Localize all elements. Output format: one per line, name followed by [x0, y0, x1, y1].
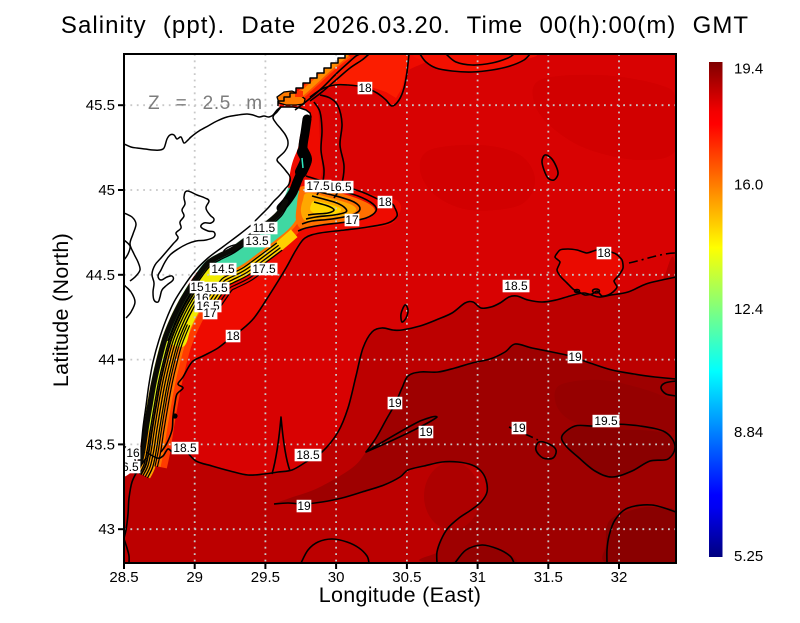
svg-text:16.5: 16.5 [115, 460, 139, 474]
svg-text:5.25: 5.25 [734, 548, 763, 565]
svg-text:32: 32 [611, 569, 628, 586]
svg-text:19: 19 [568, 350, 582, 364]
svg-text:17: 17 [345, 213, 359, 227]
svg-text:18: 18 [378, 195, 392, 209]
svg-text:19: 19 [297, 499, 311, 513]
svg-text:19: 19 [388, 396, 402, 410]
svg-text:29: 29 [186, 569, 203, 586]
svg-text:28.5: 28.5 [109, 569, 138, 586]
svg-text:43.5: 43.5 [86, 436, 115, 453]
svg-text:8.84: 8.84 [734, 424, 763, 441]
svg-text:44: 44 [98, 352, 115, 369]
svg-text:31: 31 [469, 569, 486, 586]
svg-text:18: 18 [358, 81, 372, 95]
svg-text:Longitude (East): Longitude (East) [319, 583, 482, 607]
svg-text:18: 18 [226, 329, 240, 343]
svg-text:45.5: 45.5 [86, 97, 115, 114]
svg-text:19: 19 [512, 421, 526, 435]
svg-text:43: 43 [98, 521, 115, 538]
svg-text:16.0: 16.0 [734, 177, 763, 194]
svg-text:45: 45 [98, 182, 115, 199]
svg-text:15.5: 15.5 [204, 281, 228, 295]
svg-text:19.5: 19.5 [594, 414, 618, 428]
svg-text:Z = 2.5 m: Z = 2.5 m [148, 93, 263, 114]
svg-text:17: 17 [203, 306, 217, 320]
svg-text:17.5: 17.5 [252, 262, 276, 276]
svg-text:29.5: 29.5 [251, 569, 280, 586]
svg-text:Salinity (ppt). Date 2026.03.2: Salinity (ppt). Date 2026.03.20. Time 00… [61, 12, 749, 39]
svg-text:13.5: 13.5 [245, 234, 269, 248]
svg-text:30: 30 [328, 569, 345, 586]
svg-text:14.5: 14.5 [211, 262, 235, 276]
svg-text:18.5: 18.5 [296, 448, 320, 462]
svg-text:19: 19 [419, 425, 433, 439]
svg-text:16.5: 16.5 [328, 180, 352, 194]
svg-text:30.5: 30.5 [392, 569, 421, 586]
svg-text:18.5: 18.5 [504, 279, 528, 293]
svg-text:44.5: 44.5 [86, 267, 115, 284]
svg-text:19.4: 19.4 [734, 61, 763, 78]
svg-text:Latitude (North): Latitude (North) [49, 233, 73, 387]
svg-text:31.5: 31.5 [534, 569, 563, 586]
svg-text:15: 15 [190, 280, 204, 294]
svg-text:17.5: 17.5 [306, 179, 330, 193]
svg-text:16: 16 [126, 446, 140, 460]
svg-text:18.5: 18.5 [173, 441, 197, 455]
svg-text:11.5: 11.5 [253, 221, 276, 235]
svg-text:18: 18 [597, 246, 611, 260]
svg-text:12.4: 12.4 [734, 301, 763, 318]
